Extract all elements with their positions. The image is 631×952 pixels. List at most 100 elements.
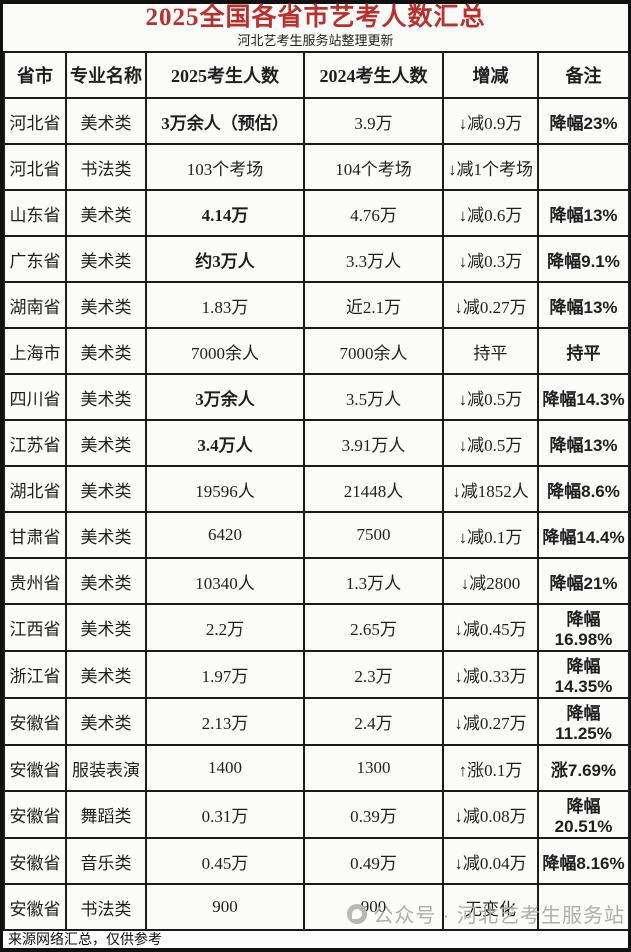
cell-note: 降幅8.6% [537, 465, 630, 513]
cell-note: 降幅16.98% [537, 603, 630, 652]
cell-2025: 1.97万 [145, 650, 305, 699]
cell-2024: 0.39万 [303, 790, 444, 839]
cell-note: 降幅23% [537, 97, 630, 145]
cell-2024: 4.76万 [303, 189, 444, 237]
cell-change: ↓减1852人 [442, 465, 539, 513]
cell-major: 美术类 [65, 419, 147, 467]
cell-2025: 19596人 [145, 465, 305, 513]
cell-2024: 7000余人 [303, 327, 444, 375]
cell-change: ↓减2800 [442, 557, 539, 605]
cell-2024: 3.9万 [303, 97, 444, 145]
column-header-0: 省市 [3, 51, 67, 99]
table-row: 上海市 美术类 7000余人 7000余人 持平 持平 [3, 327, 630, 375]
table-row: 河北省 书法类 103个考场 104个考场 ↓减1个考场 [3, 143, 630, 191]
cell-province: 山东省 [3, 189, 67, 237]
cell-province: 贵州省 [3, 557, 67, 605]
cell-major: 美术类 [65, 373, 147, 421]
table-row: 江西省 美术类 2.2万 2.65万 ↓减0.45万 降幅16.98% [3, 603, 630, 652]
column-header-1: 专业名称 [65, 51, 147, 99]
cell-major: 服装表演 [65, 744, 147, 792]
cell-province: 广东省 [3, 235, 67, 283]
cell-2024: 104个考场 [303, 143, 444, 191]
cell-change: ↓减0.08万 [442, 790, 539, 839]
cell-major: 美术类 [65, 650, 147, 699]
cell-change: ↓减0.04万 [442, 837, 539, 885]
table-row: 广东省 美术类 约3万人 3.3万人 ↓减0.3万 降幅9.1% [3, 235, 630, 283]
cell-note: 降幅14.35% [537, 650, 630, 699]
cell-change: ↓减0.27万 [442, 697, 539, 746]
cell-province: 湖北省 [3, 465, 67, 513]
cell-2024: 1.3万人 [303, 557, 444, 605]
cell-2024: 3.5万人 [303, 373, 444, 421]
cell-2025: 1400 [145, 744, 305, 792]
cell-2025: 6420 [145, 511, 305, 559]
table-row: 甘肃省 美术类 6420 7500 ↓减0.1万 降幅14.4% [3, 511, 630, 559]
cell-change: ↓减0.9万 [442, 97, 539, 145]
cell-2024: 2.65万 [303, 603, 444, 652]
cell-province: 河北省 [3, 97, 67, 145]
cell-province: 湖南省 [3, 281, 67, 329]
column-header-5: 备注 [537, 51, 630, 99]
cell-major: 书法类 [65, 143, 147, 191]
cell-change: 持平 [442, 327, 539, 375]
cell-major: 美术类 [65, 557, 147, 605]
title-block: 2025全国各省市艺考人数汇总 河北艺考生服务站整理更新 [3, 4, 628, 51]
cell-2025: 2.2万 [145, 603, 305, 652]
cell-major: 美术类 [65, 189, 147, 237]
cell-change: ↓减0.33万 [442, 650, 539, 699]
cell-major: 美术类 [65, 327, 147, 375]
cell-note: 降幅14.4% [537, 511, 630, 559]
cell-change: ↓减0.27万 [442, 281, 539, 329]
cell-change: ↓减0.5万 [442, 373, 539, 421]
table-row: 山东省 美术类 4.14万 4.76万 ↓减0.6万 降幅13% [3, 189, 630, 237]
cell-2024: 3.91万人 [303, 419, 444, 467]
cell-change: 无变化 [442, 883, 539, 931]
cell-2024: 7500 [303, 511, 444, 559]
source-note: 来源网络汇总，仅供参考 [3, 931, 628, 948]
table-row: 安徽省 服装表演 1400 1300 ↑涨0.1万 涨7.69% [3, 744, 630, 792]
page-title: 2025全国各省市艺考人数汇总 [145, 4, 486, 31]
cell-major: 美术类 [65, 281, 147, 329]
cell-2025: 10340人 [145, 557, 305, 605]
cell-major: 美术类 [65, 465, 147, 513]
cell-province: 河北省 [3, 143, 67, 191]
cell-change: ↓减0.3万 [442, 235, 539, 283]
cell-2025: 0.31万 [145, 790, 305, 839]
page-subtitle: 河北艺考生服务站整理更新 [237, 33, 394, 48]
cell-change: ↓减1个考场 [442, 143, 539, 191]
cell-2025: 4.14万 [145, 189, 305, 237]
cell-2025: 1.83万 [145, 281, 305, 329]
cell-2024: 1300 [303, 744, 444, 792]
cell-province: 安徽省 [3, 744, 67, 792]
table-row: 贵州省 美术类 10340人 1.3万人 ↓减2800 降幅21% [3, 557, 630, 605]
cell-change: ↓减0.1万 [442, 511, 539, 559]
table-row: 四川省 美术类 3万余人 3.5万人 ↓减0.5万 降幅14.3% [3, 373, 630, 421]
cell-2024: 0.49万 [303, 837, 444, 885]
cell-2024: 近2.1万 [303, 281, 444, 329]
cell-province: 安徽省 [3, 790, 67, 839]
cell-2025: 约3万人 [145, 235, 305, 283]
cell-note: 降幅13% [537, 281, 630, 329]
cell-change: ↓减0.6万 [442, 189, 539, 237]
cell-province: 安徽省 [3, 883, 67, 931]
table-row: 江苏省 美术类 3.4万人 3.91万人 ↓减0.5万 降幅13% [3, 419, 630, 467]
table-row: 湖南省 美术类 1.83万 近2.1万 ↓减0.27万 降幅13% [3, 281, 630, 329]
cell-note: 降幅8.16% [537, 837, 630, 885]
cell-province: 浙江省 [3, 650, 67, 699]
cell-note: 持平 [537, 327, 630, 375]
content-area: 2025全国各省市艺考人数汇总 河北艺考生服务站整理更新 省市 专业名称 2025考… [3, 4, 630, 948]
cell-note: 降幅21% [537, 557, 630, 605]
cell-2025: 103个考场 [145, 143, 305, 191]
table-row: 河北省 美术类 3万余人（预估） 3.9万 ↓减0.9万 降幅23% [3, 97, 630, 145]
cell-change: ↑涨0.1万 [442, 744, 539, 792]
cell-2024: 2.3万 [303, 650, 444, 699]
cell-2024: 21448人 [303, 465, 444, 513]
cell-major: 书法类 [65, 883, 147, 931]
cell-note: 降幅13% [537, 419, 630, 467]
cell-major: 美术类 [65, 235, 147, 283]
cell-note [537, 143, 630, 191]
cell-2025: 3.4万人 [145, 419, 305, 467]
cell-note: 涨7.69% [537, 744, 630, 792]
cell-change: ↓减0.45万 [442, 603, 539, 652]
